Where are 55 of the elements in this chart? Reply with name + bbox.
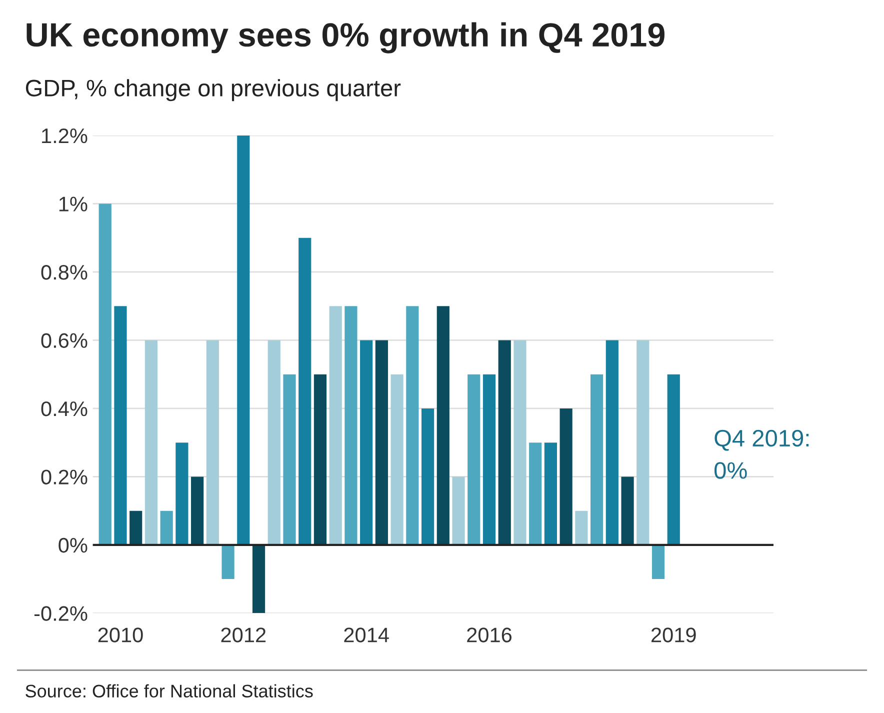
bar [176, 442, 188, 545]
bar [237, 135, 250, 545]
y-tick-label: 0.4% [41, 401, 88, 416]
bar [452, 476, 465, 545]
bar [298, 238, 312, 545]
bar [375, 340, 388, 545]
bar [360, 340, 373, 545]
bar [206, 340, 219, 545]
x-tick-label: 2016 [467, 628, 512, 642]
bar [482, 374, 496, 545]
bar [390, 374, 404, 545]
bar [621, 476, 634, 545]
bar [436, 306, 450, 545]
bar [406, 306, 419, 545]
bar [268, 340, 280, 545]
x-tick-label: 2019 [652, 628, 696, 642]
x-tick-label: 2014 [344, 628, 389, 642]
y-tick-label: 0% [58, 538, 88, 553]
bar [636, 340, 650, 545]
x-tick-label: 2010 [98, 628, 143, 642]
bar [222, 544, 234, 580]
bar [590, 374, 604, 545]
bar [606, 340, 618, 545]
y-tick-label: 0.2% [41, 470, 88, 484]
bar [575, 510, 588, 545]
bar [514, 340, 526, 545]
bar [191, 476, 204, 545]
bar [498, 340, 511, 545]
bar [560, 408, 572, 545]
bar [160, 510, 173, 545]
bar [544, 442, 558, 545]
bar [114, 306, 127, 545]
chart-subtitle: GDP, % change on previous quarter [26, 79, 401, 102]
x-tick-label: 2012 [221, 628, 266, 642]
bar [329, 306, 342, 545]
source-note: Source: Office for National Statistics [26, 684, 313, 698]
y-tick-label: 1.2% [42, 128, 88, 144]
bar [652, 544, 665, 580]
y-tick-label: -0.2% [34, 606, 88, 621]
text: Q4 2019: 0% [714, 430, 809, 479]
bar [252, 544, 266, 614]
y-tick-label: 1% [59, 196, 88, 212]
bar [344, 306, 358, 545]
bar [314, 374, 327, 545]
bar [98, 204, 112, 545]
y-tick-label: 0.8% [41, 264, 88, 280]
bar [283, 374, 296, 545]
y-tick-label: 0.6% [41, 333, 88, 348]
bar [144, 340, 158, 545]
bar [130, 510, 142, 545]
bar [468, 374, 480, 545]
bar [421, 408, 434, 545]
bar [667, 374, 680, 545]
bar [529, 442, 542, 545]
chart-title: UK economy sees 0% growth in Q4 2019 [26, 22, 664, 54]
